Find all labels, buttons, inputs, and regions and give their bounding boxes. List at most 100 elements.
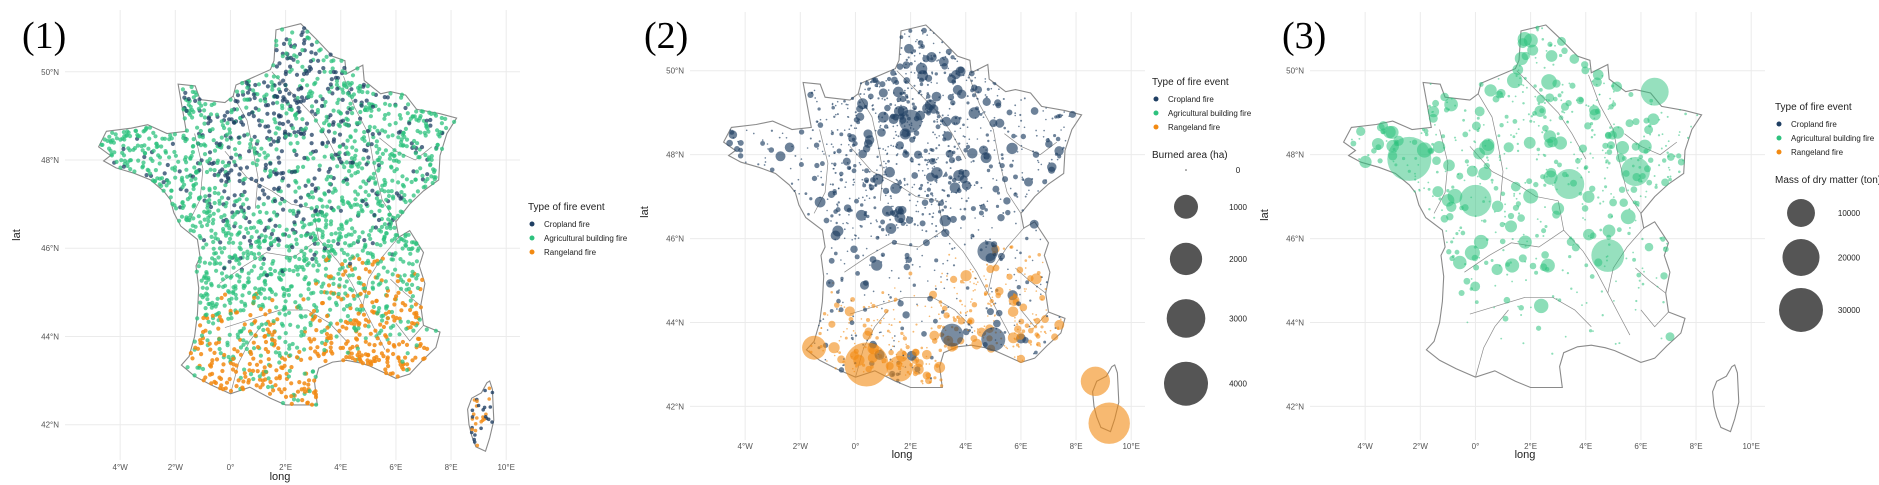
- agricultural-fire-point: [338, 318, 343, 323]
- rangeland-fire-point: [321, 352, 326, 357]
- agricultural-fire-point: [228, 300, 233, 306]
- cropland-fire-point: [919, 82, 924, 87]
- cropland-fire-point: [906, 132, 911, 137]
- cropland-fire-point: [934, 101, 937, 104]
- cropland-fire-point: [348, 261, 353, 266]
- agricultural-fire-point: [414, 259, 419, 264]
- rangeland-fire-point: [943, 312, 950, 319]
- rangeland-fire-point: [889, 331, 891, 334]
- rangeland-fire-point: [363, 323, 368, 328]
- agricultural-fire-point: [365, 84, 370, 89]
- agricultural-fire-point: [439, 146, 445, 151]
- agricultural-fire-point: [245, 280, 250, 285]
- cropland-fire-point: [1057, 154, 1062, 159]
- agricultural-fire-point: [202, 209, 207, 214]
- cropland-fire-point: [279, 196, 285, 202]
- agricultural-fire-point: [219, 119, 224, 124]
- cropland-fire-point: [277, 81, 282, 86]
- agricultural-fire-point: [211, 138, 216, 143]
- agricultural-fire-point: [1498, 154, 1501, 157]
- agricultural-fire-point: [392, 148, 397, 153]
- agricultural-fire-point: [225, 219, 230, 224]
- agricultural-fire-point: [361, 156, 366, 161]
- cropland-fire-point: [907, 56, 910, 59]
- agricultural-fire-point: [404, 177, 409, 182]
- cropland-fire-point: [883, 173, 885, 176]
- rangeland-fire-point: [989, 303, 991, 305]
- agricultural-fire-point: [1607, 161, 1611, 165]
- agricultural-fire-point: [196, 106, 201, 111]
- agricultural-fire-point: [173, 153, 178, 158]
- agricultural-fire-point: [414, 169, 419, 174]
- cropland-fire-point: [986, 168, 991, 173]
- agricultural-fire-point: [1499, 238, 1506, 245]
- rangeland-fire-point: [1017, 345, 1020, 348]
- agricultural-fire-point: [1627, 231, 1631, 236]
- size-key-label: 2000: [1229, 255, 1247, 264]
- cropland-fire-point: [885, 234, 888, 237]
- rangeland-fire-point: [266, 349, 271, 354]
- agricultural-fire-point: [299, 249, 304, 254]
- cropland-fire-point: [283, 69, 289, 74]
- agricultural-fire-point: [153, 168, 158, 173]
- rangeland-fire-point: [1006, 273, 1013, 280]
- cropland-fire-point: [926, 83, 929, 86]
- x-tick-label: 0°: [852, 442, 860, 451]
- agricultural-fire-point: [190, 150, 195, 155]
- agricultural-fire-point: [1541, 74, 1557, 90]
- agricultural-fire-point: [287, 343, 292, 348]
- agricultural-fire-point: [356, 212, 361, 217]
- rangeland-fire-point: [915, 323, 918, 326]
- rangeland-fire-point: [227, 377, 232, 382]
- agricultural-fire-point: [1582, 217, 1584, 219]
- agricultural-fire-point: [253, 286, 258, 291]
- cropland-fire-point: [818, 324, 820, 327]
- cropland-fire-point: [874, 129, 877, 132]
- agricultural-fire-point: [108, 148, 113, 153]
- agricultural-fire-point: [347, 243, 352, 248]
- agricultural-fire-point: [223, 164, 228, 169]
- cropland-fire-point: [312, 176, 317, 181]
- agricultural-fire-point: [1518, 305, 1524, 311]
- cropland-fire-point: [916, 224, 919, 227]
- y-tick-label: 46°N: [1286, 235, 1304, 244]
- rangeland-fire-point: [1034, 317, 1041, 325]
- agricultural-fire-point: [169, 136, 174, 141]
- agricultural-fire-point: [315, 241, 320, 246]
- agricultural-fire-point: [302, 347, 307, 352]
- agricultural-fire-point: [1498, 264, 1501, 267]
- agricultural-fire-point: [318, 47, 323, 52]
- agricultural-fire-point: [397, 151, 402, 156]
- agricultural-fire-point: [341, 250, 347, 256]
- agricultural-fire-point: [1474, 300, 1479, 304]
- cropland-fire-point: [1003, 330, 1007, 334]
- cropland-fire-point: [274, 172, 279, 177]
- cropland-fire-point: [763, 164, 766, 166]
- cropland-fire-point: [834, 171, 837, 174]
- rangeland-fire-point: [920, 379, 924, 383]
- agricultural-fire-point: [274, 43, 279, 48]
- agricultural-fire-point: [244, 226, 249, 231]
- rangeland-fire-point: [1059, 318, 1062, 321]
- agricultural-fire-point: [119, 158, 124, 163]
- agricultural-fire-point: [1456, 172, 1464, 180]
- agricultural-fire-point: [1537, 102, 1541, 106]
- cropland-fire-point: [943, 172, 948, 177]
- cropland-fire-point: [336, 241, 341, 246]
- rangeland-fire-point: [199, 352, 204, 357]
- agricultural-fire-point: [245, 85, 250, 90]
- agricultural-fire-point: [1619, 198, 1628, 207]
- cropland-fire-point: [287, 91, 292, 96]
- cropland-fire-point: [1009, 163, 1014, 168]
- cropland-fire-point: [896, 215, 899, 218]
- y-axis-title: lat: [1259, 209, 1271, 221]
- agricultural-fire-point: [361, 179, 366, 184]
- cropland-fire-point: [926, 94, 931, 99]
- cropland-fire-point: [197, 97, 202, 102]
- corsica-fire-point: [476, 403, 481, 408]
- agricultural-fire-point: [327, 122, 332, 127]
- agricultural-fire-point: [196, 214, 201, 219]
- cropland-fire-point: [854, 111, 857, 114]
- agricultural-fire-point: [227, 226, 232, 231]
- cropland-fire-point: [947, 145, 950, 148]
